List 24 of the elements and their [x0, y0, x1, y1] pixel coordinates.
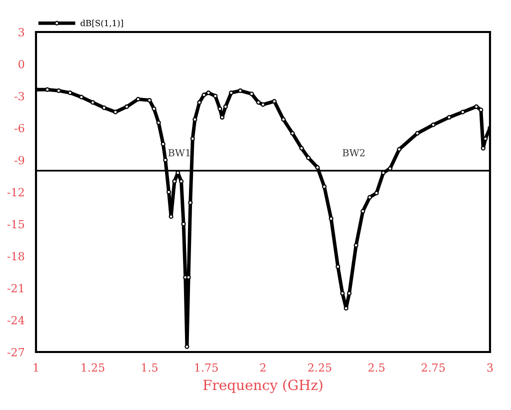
y-tick-label: -3	[14, 92, 24, 100]
x-tick-label: 1	[34, 363, 38, 372]
x-tick-label: 2	[260, 363, 266, 372]
annotation: BW1	[168, 149, 190, 156]
y-tick-label: 0	[18, 60, 24, 68]
y-tick-label: -18	[7, 252, 24, 260]
x-tick-label: 1.5	[142, 363, 158, 372]
x-tick-label: 2.75	[422, 363, 445, 372]
x-axis-title: Frequency (GHz)	[203, 379, 322, 394]
x-tick-label: 1.25	[82, 363, 104, 372]
y-tick-label: -9	[14, 156, 24, 164]
y-tick-label: -15	[7, 220, 24, 228]
y-tick-label: -21	[7, 284, 24, 292]
y-tick-label: -12	[7, 188, 24, 196]
y-tick-label: -6	[14, 124, 24, 132]
legend-label: dB[S(1,1)]	[80, 20, 123, 28]
y-tick-label: -27	[7, 348, 24, 356]
x-tick-label: 3	[487, 363, 493, 372]
x-tick-label: 2.25	[308, 363, 332, 372]
y-tick-label: 3	[18, 28, 24, 36]
x-tick-label: 1.75	[195, 363, 218, 372]
y-tick-label: -24	[7, 316, 24, 324]
annotation: BW2	[342, 149, 365, 156]
x-tick-label: 2.5	[368, 363, 384, 372]
